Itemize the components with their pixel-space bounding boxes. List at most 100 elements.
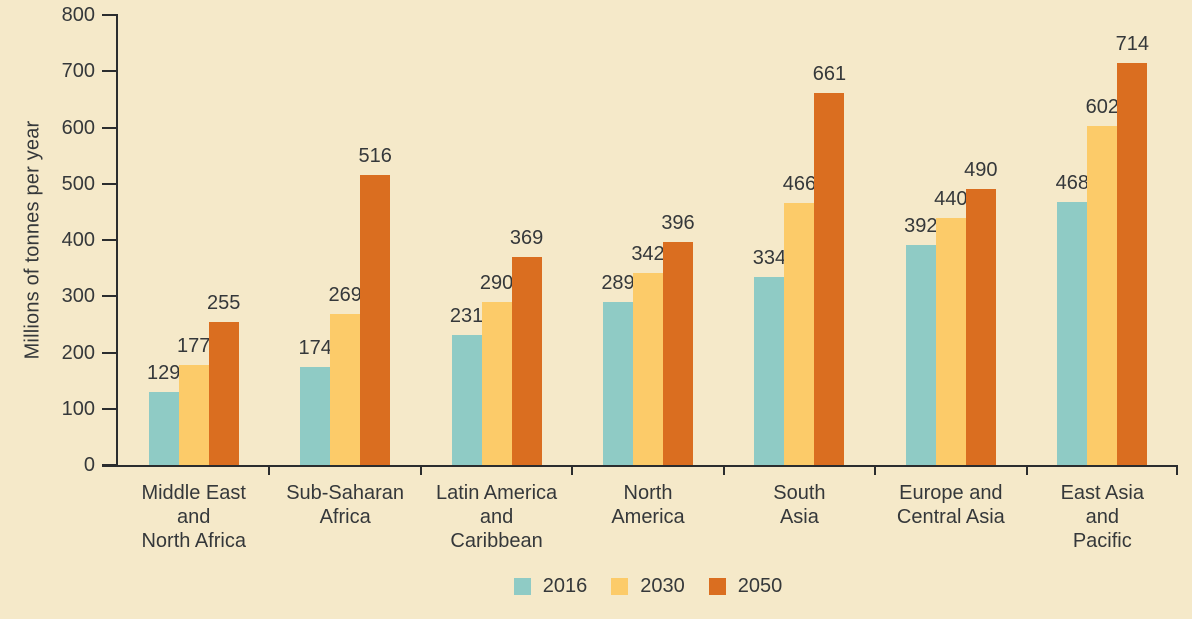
bar-2016	[1057, 201, 1088, 465]
bar-value-label: 255	[207, 291, 241, 314]
x-tick	[874, 465, 877, 475]
category-label-line: and	[177, 506, 211, 528]
bar-2050	[814, 93, 845, 465]
category-label: Middle East and North Africa	[118, 481, 269, 553]
category-label-line: and	[1085, 506, 1119, 528]
category-label-line: East Asia	[1060, 482, 1144, 504]
category-label-line: Europe and	[899, 482, 1003, 504]
bar-value-label: 342	[631, 242, 665, 265]
y-tick	[102, 126, 117, 129]
bar-value-label: 174	[298, 337, 332, 360]
category-label-line: and	[479, 506, 514, 528]
bar-2030	[784, 202, 815, 465]
x-axis-line	[102, 465, 1178, 467]
category-label-line: America	[611, 506, 685, 528]
legend-item: 2016	[513, 575, 588, 597]
y-tick-label: 700	[61, 60, 95, 83]
x-tick	[1025, 465, 1028, 475]
bar-2030	[330, 313, 361, 465]
y-tick	[102, 182, 117, 185]
category-label: East Asia and Pacific	[1027, 481, 1178, 553]
y-tick-label: 400	[61, 229, 95, 251]
bar-2050	[965, 189, 996, 465]
bar-2016	[603, 302, 633, 465]
x-tick	[1176, 465, 1178, 475]
bar-value-label: 289	[601, 272, 635, 295]
x-tick	[419, 465, 422, 475]
y-tick	[102, 351, 117, 354]
bar-value-label: 490	[964, 159, 998, 182]
bar-2050	[360, 174, 391, 465]
x-tick	[571, 465, 574, 475]
legend-swatch	[513, 577, 531, 595]
category-label: Sub-Saharan Africa	[269, 481, 420, 529]
category-label: South Asia	[724, 481, 875, 529]
y-tick-label: 100	[61, 397, 95, 420]
bar-2050	[663, 242, 693, 465]
bar-value-label: 177	[177, 335, 211, 358]
bar-value-label: 516	[358, 144, 392, 167]
plot-area: 0 100 200 300 400 500 600 700 800 129 177 255 Middle…	[62, 5, 1178, 552]
y-tick	[102, 464, 117, 466]
y-tick	[102, 14, 117, 16]
bar-2016	[905, 244, 936, 465]
legend-label: 2030	[640, 575, 685, 597]
bar-value-label: 129	[147, 362, 181, 385]
bar-2050	[1117, 63, 1148, 465]
bar-2050	[511, 257, 542, 465]
bar-value-label: 369	[509, 227, 544, 250]
legend-item: 2030	[611, 576, 685, 596]
category-label-line: Middle East	[141, 482, 246, 504]
category-label: Latin America and Caribbean	[421, 481, 572, 553]
category-label-line: North Africa	[141, 530, 246, 552]
bar-value-label: 602	[1085, 96, 1119, 119]
x-tick	[722, 465, 725, 475]
bar-2030	[633, 272, 663, 465]
legend-swatch	[708, 577, 726, 595]
bar-2016	[300, 367, 331, 465]
bar-2050	[208, 321, 239, 465]
bar-value-label: 714	[1115, 33, 1149, 56]
bar-value-label: 231	[449, 305, 484, 328]
category-label: Europe and Central Asia	[875, 481, 1026, 529]
y-tick-label: 600	[61, 116, 95, 139]
legend-label: 2016	[542, 575, 588, 597]
legend-swatch	[611, 577, 629, 595]
category-label-line: Africa	[319, 506, 371, 528]
y-axis-line	[116, 14, 118, 467]
category-label: North America	[572, 481, 723, 529]
y-tick	[102, 295, 117, 298]
bar-value-label: 269	[328, 283, 362, 306]
bar-value-label: 334	[752, 247, 787, 270]
bar-2030	[178, 365, 209, 465]
category-label-line: Latin America	[435, 482, 558, 504]
category-label-line: Caribbean	[450, 530, 543, 552]
bar-value-label: 392	[904, 214, 938, 237]
category-label-line: Asia	[779, 506, 819, 528]
y-tick-label: 500	[61, 172, 95, 195]
legend-item: 2050	[708, 575, 783, 597]
category-label-line: Central Asia	[896, 506, 1005, 528]
bar-2016	[148, 392, 179, 465]
bar-2030	[935, 217, 966, 465]
bar-value-label: 468	[1055, 171, 1089, 194]
x-tick	[268, 465, 271, 475]
y-tick	[102, 407, 117, 410]
bar-value-label: 290	[479, 271, 514, 294]
y-tick	[102, 70, 117, 73]
y-tick-label: 0	[83, 454, 95, 476]
category-label-line: North	[623, 482, 673, 504]
bar-value-label: 396	[661, 212, 695, 235]
legend-label: 2050	[737, 575, 783, 597]
category-label-line: Sub-Saharan	[286, 482, 405, 504]
legend: 2016 2030 2050	[118, 576, 1178, 596]
category-label-line: Pacific	[1072, 530, 1132, 552]
y-tick-label: 200	[61, 341, 95, 364]
bar-value-label: 440	[934, 187, 968, 210]
category-label-line: South	[773, 482, 826, 504]
y-tick	[102, 239, 117, 241]
bar-2016	[754, 277, 785, 465]
y-tick-label: 300	[61, 285, 95, 308]
bar-2030	[1087, 126, 1118, 465]
